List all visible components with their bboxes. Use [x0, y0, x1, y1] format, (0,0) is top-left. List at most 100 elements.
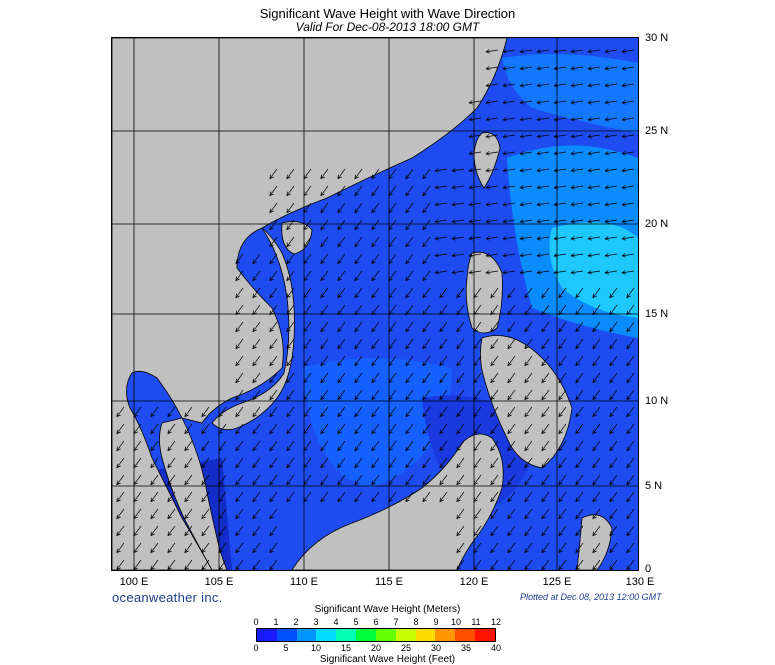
wave-arrow: [286, 491, 295, 503]
wave-arrow: [502, 83, 516, 88]
wave-arrow: [490, 338, 499, 350]
wave-arrow: [473, 304, 482, 316]
wave-arrow: [553, 253, 567, 258]
wave-arrow: [303, 219, 312, 231]
wave-arrow: [337, 185, 346, 197]
colorbar-meter-tick: 7: [393, 617, 399, 627]
wave-arrow: [502, 253, 516, 258]
wave-arrow: [303, 321, 312, 333]
sulawesi-island: [576, 514, 613, 570]
map-subtitle: Valid For Dec-08-2013 18:00 GMT: [295, 20, 480, 34]
wave-arrow: [558, 304, 567, 316]
wave-arrow: [592, 287, 601, 299]
wave-arrow: [167, 542, 176, 554]
wave-arrow: [303, 474, 312, 486]
wave-arrow: [541, 542, 550, 554]
wave-arrow: [320, 287, 329, 299]
wave-arrow: [473, 355, 482, 367]
colorbar-swatch: [316, 629, 337, 641]
wave-arrow: [626, 304, 635, 316]
wave-arrow: [587, 66, 601, 71]
wave-arrow: [269, 168, 278, 180]
wave-arrow: [490, 304, 499, 316]
wave-arrow: [439, 474, 448, 486]
wave-arrow: [587, 270, 601, 275]
wave-arrow: [286, 202, 295, 214]
wave-arrow: [320, 321, 329, 333]
wave-arrow: [524, 508, 533, 520]
wave-arrow: [439, 338, 448, 350]
wave-arrow: [502, 219, 516, 224]
colorbar-meter-tick: 0: [253, 617, 259, 627]
colorbar-swatch: [276, 629, 297, 641]
wave-arrow: [422, 321, 431, 333]
wave-arrow: [167, 474, 176, 486]
wave-arrow: [473, 542, 482, 554]
wave-arrow: [252, 372, 261, 384]
lon-label: 125 E: [542, 576, 572, 588]
wave-arrow: [490, 406, 499, 418]
wave-arrow: [371, 406, 380, 418]
wave-arrow: [490, 457, 499, 469]
wave-arrow: [626, 321, 635, 333]
wave-arrow: [592, 406, 601, 418]
wave-arrow: [456, 372, 465, 384]
wave-arrow: [337, 304, 346, 316]
wave-arrow: [150, 559, 159, 570]
wave-arrow: [592, 559, 601, 570]
brand-logo-text: oceanweather inc.: [112, 590, 223, 605]
wave-arrow: [507, 474, 516, 486]
wave-arrow: [626, 508, 635, 520]
colorbar-meter-tick: 3: [313, 617, 319, 627]
wave-arrow: [320, 355, 329, 367]
wave-arrow: [320, 440, 329, 452]
wave-arrow: [439, 406, 448, 418]
wave-arrow: [252, 287, 261, 299]
wave-arrow: [337, 338, 346, 350]
wave-arrow: [456, 542, 465, 554]
wave-arrow: [519, 66, 533, 71]
wave-arrow: [150, 491, 159, 503]
wave-arrow: [621, 168, 635, 173]
wave-arrow: [541, 559, 550, 570]
wave-arrow: [388, 474, 397, 486]
wave-arrow: [218, 491, 227, 503]
wave-arrow: [371, 270, 380, 282]
wave-arrow: [473, 457, 482, 469]
wave-arrow: [609, 321, 618, 333]
wave-arrow: [621, 185, 635, 190]
wave-arrow: [235, 440, 244, 452]
wave-arrow: [337, 219, 346, 231]
wave-arrow: [354, 219, 363, 231]
wave-arrow: [587, 236, 601, 241]
wave-arrow: [490, 355, 499, 367]
wave-arrow: [371, 372, 380, 384]
wave-arrow: [235, 287, 244, 299]
wave-arrow: [303, 270, 312, 282]
wave-arrow: [133, 406, 142, 418]
wave-arrow: [507, 372, 516, 384]
wave-arrow: [541, 338, 550, 350]
wave-arrow: [626, 491, 635, 503]
wave-arrow: [371, 389, 380, 401]
wave-arrow: [592, 542, 601, 554]
wave-arrow: [252, 559, 261, 570]
wave-arrow: [536, 151, 550, 156]
wave-arrow: [286, 423, 295, 435]
wave-arrow: [587, 202, 601, 207]
colorbar-meter-tick: 6: [373, 617, 379, 627]
wave-arrow: [524, 355, 533, 367]
wave-arrow: [371, 168, 380, 180]
wave-arrow: [490, 440, 499, 452]
wave-arrow: [507, 287, 516, 299]
wave-arrow: [507, 542, 516, 554]
wave-arrow: [218, 406, 227, 418]
wave-arrow: [507, 423, 516, 435]
wave-arrow: [468, 202, 482, 207]
wave-arrow: [354, 321, 363, 333]
wave-arrow: [337, 253, 346, 265]
wave-arrow: [451, 236, 465, 241]
wave-arrow: [388, 219, 397, 231]
wave-arrow: [485, 185, 499, 190]
wave-arrow: [626, 457, 635, 469]
